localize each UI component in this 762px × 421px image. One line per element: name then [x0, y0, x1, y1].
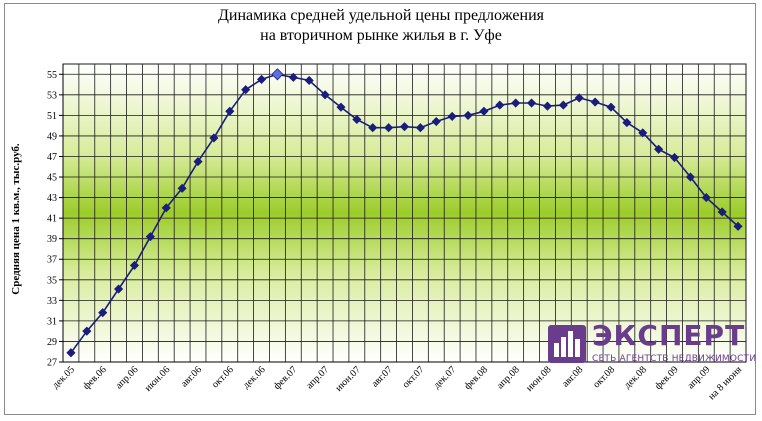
data-point [193, 157, 203, 167]
data-point [511, 98, 521, 108]
data-point [495, 100, 505, 110]
data-point [241, 85, 251, 95]
y-tick-label: 55 [47, 70, 57, 81]
data-point [447, 111, 457, 121]
data-point [368, 123, 378, 133]
data-point [542, 101, 553, 111]
data-point [717, 207, 727, 217]
logo-subtitle: СЕТЬ АГЕНТСТВ НЕДВИЖИМОСТИ [592, 354, 757, 364]
data-point [145, 232, 155, 242]
data-point [336, 102, 346, 112]
data-point [431, 116, 441, 127]
y-tick-label: 41 [47, 214, 57, 225]
x-tick-label: фев.06 [81, 364, 109, 392]
data-point [479, 106, 489, 116]
y-tick-label: 39 [47, 234, 57, 245]
x-tick-label: авг.06 [179, 364, 204, 389]
data-point [209, 133, 219, 143]
data-point [129, 260, 140, 270]
y-tick-label: 51 [47, 111, 57, 122]
x-tick-label: на 8 июня [706, 364, 744, 402]
data-point [638, 128, 648, 138]
x-tick-label: фев.08 [462, 364, 490, 392]
data-point [654, 144, 664, 154]
y-tick-label: 45 [47, 173, 57, 184]
data-point [590, 97, 600, 107]
y-tick-label: 27 [47, 358, 57, 369]
data-point [225, 106, 235, 116]
data-point [288, 72, 298, 82]
data-point [558, 100, 568, 110]
series-markers [66, 68, 743, 358]
data-point [669, 152, 680, 163]
data-point [574, 93, 584, 103]
data-point [622, 118, 632, 128]
x-tick-label: дек.06 [241, 364, 268, 391]
x-tick-label: дек.07 [431, 364, 458, 391]
data-point [701, 193, 711, 203]
logo-mark-icon [548, 325, 586, 363]
x-tick-label: апр.08 [495, 364, 522, 391]
plot-area [63, 64, 746, 362]
data-point [66, 348, 76, 358]
data-point [320, 90, 330, 100]
data-point [352, 114, 362, 125]
expert-logo: ЭКСПЕРТ СЕТЬ АГЕНТСТВ НЕДВИЖИМОСТИ [548, 319, 756, 369]
data-point [415, 123, 425, 133]
data-point [463, 110, 473, 120]
x-tick-label: окт.07 [400, 364, 426, 390]
x-tick-label: апр.06 [114, 364, 141, 391]
data-point [685, 172, 695, 182]
axes [59, 64, 746, 363]
chart-title: Динамика средней удельной цены предложен… [0, 6, 762, 46]
chart-title-line-2: на вторичном рынке жилья в г. Уфе [260, 27, 502, 44]
y-tick-label: 33 [47, 296, 57, 307]
data-point [82, 326, 92, 336]
data-point [271, 68, 284, 81]
chart-title-line-1: Динамика средней удельной цены предложен… [217, 7, 545, 24]
data-point [161, 203, 171, 213]
data-point [256, 74, 267, 84]
x-tick-labels: дек.05 фев.06 апр.06 июн.06 авг.06 окт.06 дек.… [50, 364, 744, 402]
y-tick-label: 53 [47, 90, 57, 101]
y-tick-label: 49 [47, 131, 57, 142]
x-tick-label: фев.07 [272, 364, 300, 392]
data-point [177, 183, 187, 193]
y-tick-label: 43 [47, 193, 57, 204]
y-tick-label: 35 [47, 275, 57, 286]
x-tick-label: окт.06 [210, 364, 236, 390]
data-point [384, 123, 394, 133]
y-tick-label: 37 [47, 255, 57, 266]
x-tick-label: июн.07 [333, 364, 362, 393]
data-point [527, 98, 537, 108]
data-point [114, 284, 124, 294]
y-tick-label: 47 [47, 152, 57, 163]
x-tick-label: апр.07 [304, 364, 331, 391]
y-tick-label: 31 [47, 316, 57, 327]
y-tick-label: 29 [47, 337, 57, 348]
x-tick-label: авг.07 [370, 364, 395, 389]
y-tick-labels: 27 29 31 33 35 37 39 41 43 45 47 49 51 53 55 [47, 70, 57, 369]
data-point [733, 221, 743, 231]
data-point [98, 308, 108, 318]
data-point [606, 102, 616, 112]
data-point [399, 122, 410, 132]
data-point [304, 75, 314, 86]
logo-name: ЭКСПЕРТ [592, 319, 746, 352]
x-tick-label: июн.06 [143, 364, 172, 393]
